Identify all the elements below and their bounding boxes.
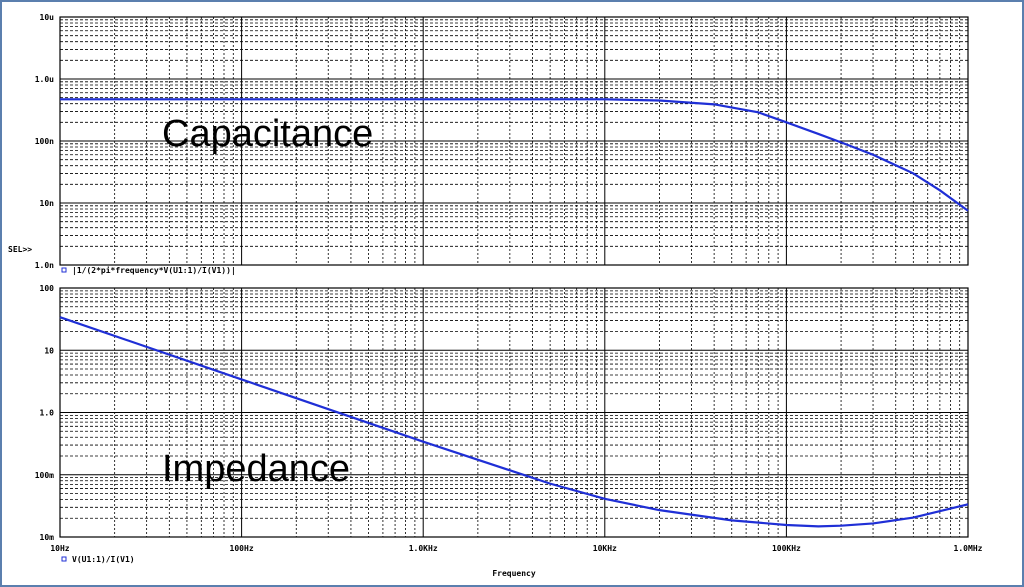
impedance-panel: 100 10 1.0 100m 10m (35, 284, 969, 542)
impedance-y-tick-label: 10m (40, 533, 55, 542)
x-axis-label: Frequency (492, 569, 536, 578)
x-tick-label: 100KHz (772, 544, 801, 553)
impedance-legend-marker-icon (61, 556, 67, 562)
x-tick-label: 10Hz (50, 544, 69, 553)
sel-marker: SEL>> (8, 245, 32, 254)
impedance-y-tick-label: 1.0 (40, 409, 55, 418)
capacitance-panel: 10u 1.0u 100n 10n 1.0n (35, 13, 969, 270)
x-tick-label: 1.0MHz (954, 544, 983, 553)
capacitance-trace (60, 98, 969, 212)
capacitance-y-tick-label: 100n (35, 137, 54, 146)
impedance-trace (59, 316, 969, 528)
impedance-y-grid (60, 287, 968, 538)
impedance-y-tick-label: 100 (40, 284, 55, 293)
capacitance-y-tick-label: 10u (40, 13, 55, 22)
capacitance-y-tick-label: 1.0n (35, 261, 54, 270)
capacitance-y-tick-label: 1.0u (35, 75, 54, 84)
x-tick-label: 10KHz (593, 544, 617, 553)
capacitance-legend: |1/(2*pi*frequency*V(U1:1)/I(V1))| (72, 265, 236, 275)
impedance-y-tick-label: 100m (35, 471, 54, 480)
capacitance-plot-frame (59, 16, 969, 266)
capacitance-y-grid (60, 16, 968, 266)
impedance-plot-frame (59, 287, 969, 538)
axis-labels: SEL>> |1/(2*pi*frequency*V(U1:1)/I(V1))|… (8, 113, 536, 578)
impedance-legend: V(U1:1)/I(V1) (72, 555, 135, 564)
capacitance-y-tick-label: 10n (40, 199, 55, 208)
impedance-y-tick-label: 10 (44, 346, 54, 355)
capacitance-annotation: Capacitance (162, 113, 373, 155)
x-tick-label: 100Hz (230, 544, 254, 553)
impedance-annotation: Impedance (162, 448, 350, 490)
x-tick-label: 1.0KHz (409, 544, 438, 553)
capacitance-legend-marker-icon (61, 267, 67, 273)
x-tick-labels: 10Hz 100Hz 1.0KHz 10KHz 100KHz 1.0MHz (50, 544, 982, 553)
